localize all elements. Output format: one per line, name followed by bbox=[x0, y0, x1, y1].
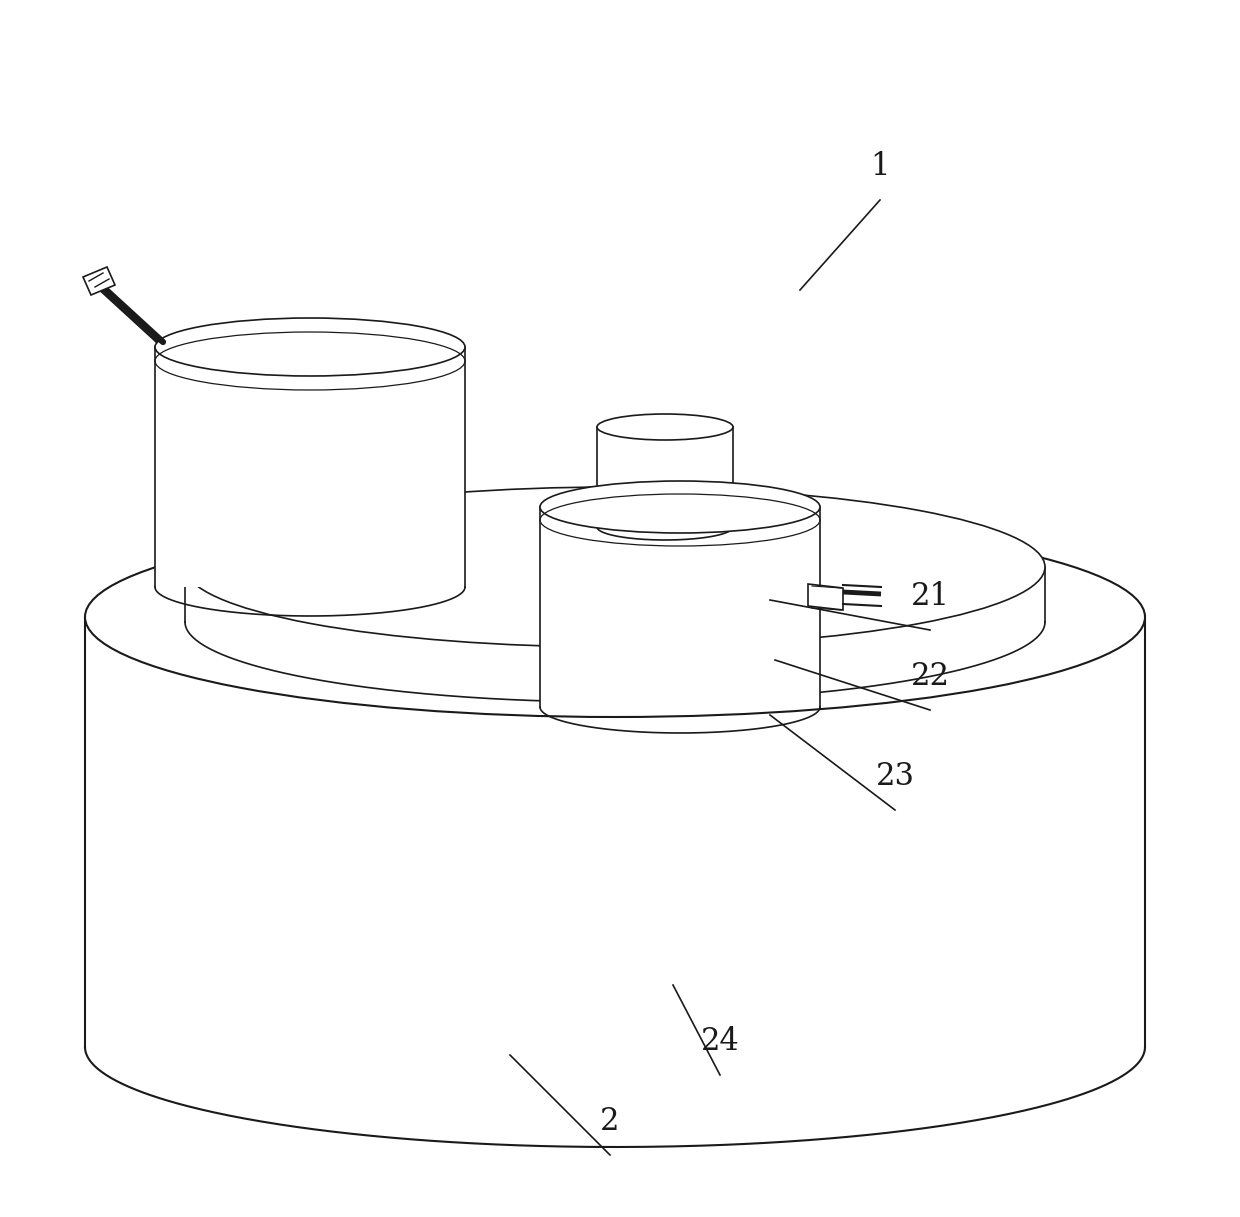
Text: 21: 21 bbox=[910, 581, 950, 612]
Polygon shape bbox=[539, 507, 820, 707]
Text: 24: 24 bbox=[701, 1026, 739, 1058]
Ellipse shape bbox=[185, 487, 1045, 647]
Ellipse shape bbox=[539, 481, 820, 533]
Polygon shape bbox=[596, 427, 733, 527]
Ellipse shape bbox=[596, 414, 733, 441]
Polygon shape bbox=[185, 567, 1045, 622]
Text: 22: 22 bbox=[910, 661, 950, 692]
Polygon shape bbox=[155, 347, 465, 587]
Ellipse shape bbox=[155, 318, 465, 376]
Polygon shape bbox=[808, 584, 843, 610]
Ellipse shape bbox=[86, 517, 1145, 717]
Text: 1: 1 bbox=[870, 151, 890, 183]
Polygon shape bbox=[83, 267, 115, 295]
Text: 23: 23 bbox=[875, 761, 915, 792]
Text: 2: 2 bbox=[600, 1106, 620, 1137]
Polygon shape bbox=[86, 617, 1145, 1047]
